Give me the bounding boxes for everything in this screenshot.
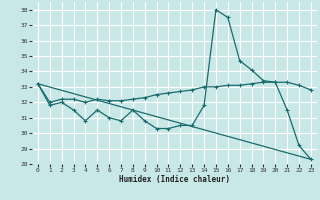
X-axis label: Humidex (Indice chaleur): Humidex (Indice chaleur) xyxy=(119,175,230,184)
